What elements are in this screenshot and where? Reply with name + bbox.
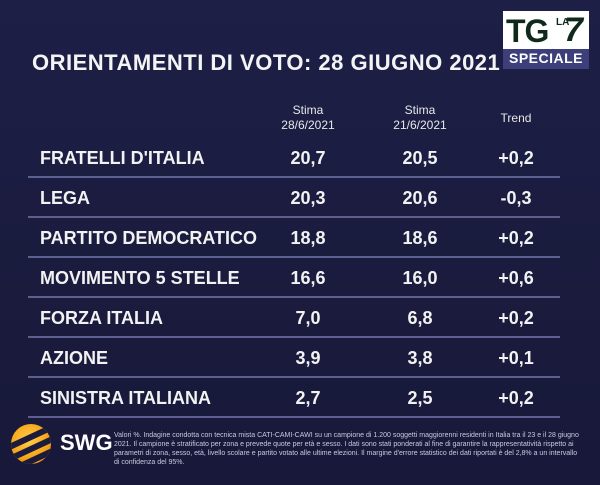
estimate-28-6: 7,0 — [295, 308, 321, 328]
row-divider — [28, 296, 560, 298]
trend-value: +0,2 — [498, 148, 534, 168]
estimate-21-6: 20,6 — [402, 188, 438, 208]
swg-brand-text: SWG — [60, 430, 113, 455]
estimate-21-6: 20,5 — [402, 148, 438, 168]
row-divider — [28, 336, 560, 338]
page-title: ORIENTAMENTI DI VOTO: 28 GIUGNO 2021 — [32, 50, 501, 75]
party-name: FRATELLI D'ITALIA — [40, 148, 205, 168]
party-name: MOVIMENTO 5 STELLE — [40, 268, 240, 288]
swg-logo: SWG — [8, 420, 113, 472]
trend-value: +0,6 — [498, 268, 534, 288]
table-row: PARTITO DEMOCRATICO 18,8 18,6 +0,2 — [28, 220, 560, 258]
logo-speciale-text: SPECIALE — [508, 50, 583, 66]
row-divider — [28, 256, 560, 258]
estimate-28-6: 20,3 — [290, 188, 326, 208]
swg-globe-icon — [11, 424, 51, 464]
table-row: FRATELLI D'ITALIA 20,7 20,5 +0,2 — [28, 140, 560, 178]
table-row: MOVIMENTO 5 STELLE 16,6 16,0 +0,6 — [28, 260, 560, 298]
row-divider — [28, 176, 560, 178]
column-header-stima-21-6: Stima 21/6/2021 — [393, 103, 447, 132]
estimate-21-6: 2,5 — [407, 388, 433, 408]
methodology-note: Valori %. Indagine condotta con tecnica … — [114, 432, 579, 466]
row-divider — [28, 216, 560, 218]
row-divider — [28, 376, 560, 378]
row-divider — [28, 416, 560, 418]
trend-value: +0,2 — [498, 308, 534, 328]
party-name: SINISTRA ITALIANA — [40, 388, 211, 408]
trend-value: +0,1 — [498, 348, 534, 368]
table-row: AZIONE 3,9 3,8 +0,1 — [28, 340, 560, 378]
trend-value: -0,3 — [500, 188, 532, 208]
table-row: FORZA ITALIA 7,0 6,8 +0,2 — [28, 300, 560, 338]
estimate-28-6: 3,9 — [295, 348, 321, 368]
estimate-28-6: 2,7 — [295, 388, 321, 408]
column-header-stima-28-6: Stima 28/6/2021 — [281, 103, 335, 132]
estimate-28-6: 16,6 — [290, 268, 326, 288]
table-row: SINISTRA ITALIANA 2,7 2,5 +0,2 — [28, 380, 560, 418]
logo-la-text: LA — [556, 17, 570, 28]
trend-value: +0,2 — [498, 388, 534, 408]
estimate-21-6: 18,6 — [402, 228, 438, 248]
estimate-21-6: 16,0 — [402, 268, 438, 288]
estimate-21-6: 6,8 — [407, 308, 433, 328]
party-name: LEGA — [40, 188, 91, 208]
estimate-21-6: 3,8 — [407, 348, 433, 368]
table-row: LEGA 20,3 20,6 -0,3 — [28, 180, 560, 218]
estimate-28-6: 20,7 — [290, 148, 326, 168]
party-name: FORZA ITALIA — [40, 308, 163, 328]
column-header-trend: Trend — [500, 111, 532, 125]
logo-tg-text: TG — [506, 13, 549, 49]
party-name: PARTITO DEMOCRATICO — [40, 228, 257, 248]
estimate-28-6: 18,8 — [290, 228, 326, 248]
party-name: AZIONE — [40, 348, 109, 368]
tg-la7-logo: TG LA 7 SPECIALE — [503, 11, 589, 69]
logo-seven-text: 7 — [564, 11, 583, 49]
trend-value: +0,2 — [498, 228, 534, 248]
